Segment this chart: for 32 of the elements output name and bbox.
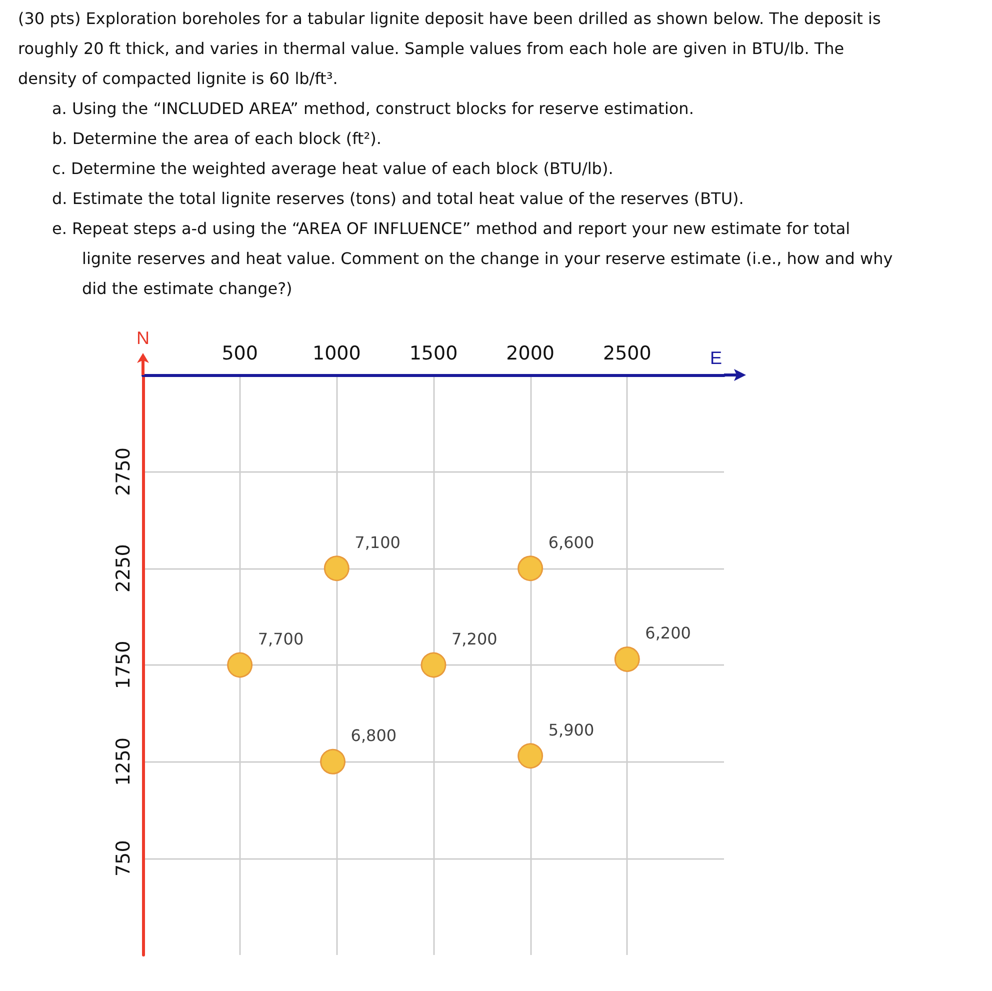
annotation: 7,100 bbox=[354, 532, 400, 552]
text: e. Repeat steps a-d using the “AREA OF INFLUENCE” method and report your new estimate for total lignite reserves and heat value. Comment on the change in your reserve estimate (i.e., how and why did the estimate change?) bbox=[52, 218, 894, 300]
annotation: 7,200 bbox=[452, 630, 498, 648]
text: c. Determine the weighted average heat value of each block (BTU/lb). bbox=[52, 158, 614, 180]
point bbox=[324, 556, 350, 582]
text: a. Using the “INCLUDED AREA” method, construct blocks for reserve estimation. bbox=[52, 98, 695, 120]
x-axis-title: E bbox=[710, 348, 722, 368]
point bbox=[518, 743, 544, 769]
y-axis-title: N bbox=[136, 328, 150, 348]
x-tick-label: 1500 bbox=[409, 342, 458, 364]
point bbox=[320, 748, 346, 774]
y-tick-label: 1250 bbox=[112, 737, 134, 786]
annotation: 6,600 bbox=[548, 532, 594, 552]
point bbox=[420, 652, 446, 678]
chart-title: (30 pts) Exploration boreholes for a tabular lignite deposit have been drilled as shown below. The deposit is roughly 20 ft thick, and varies in thermal value. Sample values from each hole are given in BTU/lb. The density of compacted lignite is 60 lb/ft³. bbox=[18, 8, 882, 90]
y-tick-label: 2750 bbox=[112, 447, 134, 496]
y-tick-label: 1750 bbox=[112, 640, 134, 690]
x-tick-label: 2000 bbox=[506, 342, 555, 364]
annotation: 6,800 bbox=[350, 726, 397, 746]
text: b. Determine the area of each block (ft²). bbox=[52, 128, 382, 150]
annotation: 6,200 bbox=[645, 624, 691, 643]
x-tick-label: 500 bbox=[222, 342, 258, 364]
point bbox=[614, 646, 640, 672]
text: d. Estimate the total lignite reserves (tons) and total heat value of the reserves (BTU). bbox=[52, 188, 745, 210]
annotation: 7,700 bbox=[258, 630, 304, 648]
point bbox=[518, 556, 544, 582]
x-tick-label: 2500 bbox=[602, 342, 652, 364]
x-tick-label: 1000 bbox=[312, 342, 361, 364]
point bbox=[227, 652, 253, 678]
y-tick-label: 750 bbox=[112, 840, 134, 876]
annotation: 5,900 bbox=[548, 720, 594, 740]
y-tick-label: 2250 bbox=[112, 544, 134, 593]
